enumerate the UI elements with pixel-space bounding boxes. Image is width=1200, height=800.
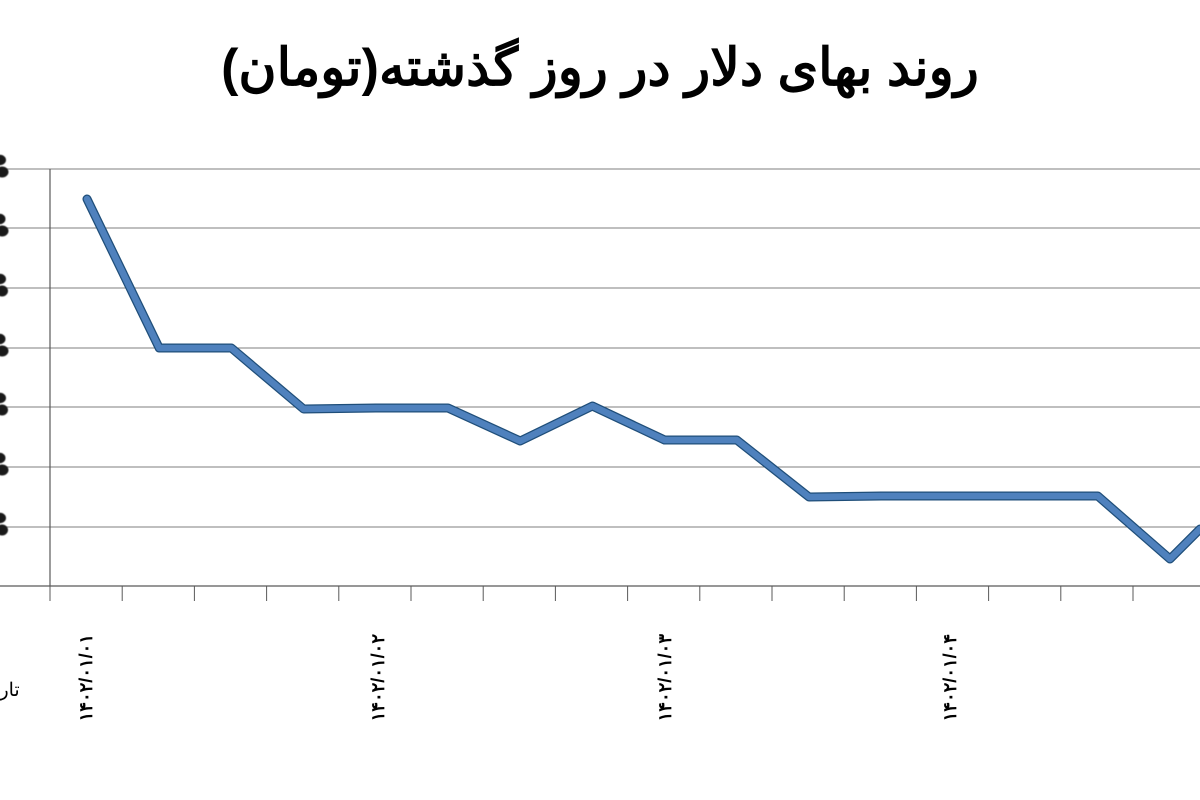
svg-text:۱۴۰۲/۰۱/۰۴: ۱۴۰۲/۰۱/۰۴ [940,634,960,721]
svg-text:۱۴۰۲/۰۱/۰۱: ۱۴۰۲/۰۱/۰۱ [76,634,96,721]
svg-text:۱۴۰۲/۰۱/۰۲: ۱۴۰۲/۰۱/۰۲ [368,634,388,722]
svg-text:تاریخ نسبت: تاریخ نسبت [0,680,20,701]
svg-text:۱۴۰۲/۰۱/۰۳: ۱۴۰۲/۰۱/۰۳ [655,634,675,722]
